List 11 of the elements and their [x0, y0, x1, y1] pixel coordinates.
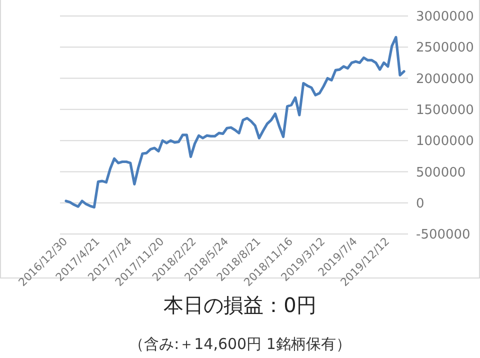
- y-tick-label: 2500000: [416, 40, 474, 56]
- y-tick-label: 1500000: [416, 102, 474, 118]
- y-tick-label: 3000000: [416, 10, 474, 25]
- y-tick-label: 0: [416, 196, 424, 212]
- y-tick-label: 2000000: [416, 72, 474, 87]
- y-tick-label: 1000000: [416, 134, 474, 150]
- text: （含み:＋14,600円 1銘柄保有）: [129, 335, 351, 353]
- text: 本日の損益：0円: [164, 293, 316, 317]
- y-tick-label: -500000: [416, 228, 470, 243]
- y-tick-label: 500000: [416, 165, 466, 180]
- line-series: [64, 36, 406, 209]
